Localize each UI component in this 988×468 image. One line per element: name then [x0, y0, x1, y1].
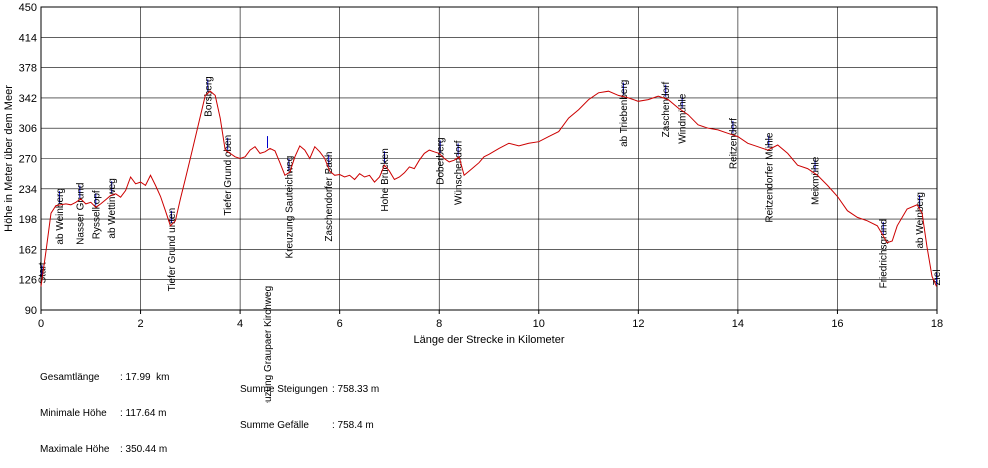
waypoint-label: ab Weinberg: [915, 192, 926, 249]
stats-summary-left: Gesamtlänge : 17.99 km Minimale Höhe : 117…: [40, 348, 240, 468]
stat-label: Summe Gefälle: [240, 420, 309, 431]
waypoint-label: Zaschendorf: [661, 82, 672, 138]
waypoint-label: Reitzendorf: [728, 118, 739, 169]
waypoint-label: Zaschendorfer Bach: [324, 152, 335, 242]
y-tick-label: 342: [19, 93, 37, 105]
y-tick-label: 450: [19, 2, 37, 14]
waypoint-label: Meixmühle: [811, 156, 822, 205]
waypoint-label: Friedrichsgrund: [879, 219, 890, 288]
x-axis-label: Länge der Strecke in Kilometer: [413, 334, 564, 346]
elevation-profile-chart: 90 126 162 198 234 270 306 342 378 414 450 0 2 4 6 8 10…: [3, 2, 943, 403]
x-tick-label: 2: [137, 318, 143, 330]
stat-total-ascent: Summe Steigungen : 758.33 m: [240, 384, 460, 396]
stat-max-height: Maximale Höhe : 350.44 m: [40, 444, 240, 456]
x-tick-label: 12: [632, 318, 644, 330]
x-tick-label: 6: [337, 318, 343, 330]
y-axis-label: Höhe in Meter über dem Meer: [3, 85, 15, 232]
waypoint-label: Reitzendorfer Mühle: [764, 132, 775, 222]
waypoint-label: Ziel: [932, 269, 943, 285]
y-tick-label: 198: [19, 214, 37, 226]
stat-label: Summe Steigungen: [240, 384, 328, 395]
y-tick-label: 90: [25, 305, 37, 317]
x-tick-label: 18: [931, 318, 943, 330]
stats-summary-right: Summe Steigungen : 758.33 m Summe Gefälle…: [240, 360, 460, 444]
waypoint-label: ab Wettinweg: [107, 178, 118, 238]
waypoint-label: Hohe Brücken: [380, 148, 391, 211]
waypoint-label: Windmühle: [678, 93, 689, 143]
waypoint-label: Wünschendorf: [454, 140, 465, 205]
stat-total-length: Gesamtlänge : 17.99 km: [40, 372, 240, 384]
y-tick-label: 378: [19, 63, 37, 75]
y-tick-label: 126: [19, 275, 37, 287]
waypoint-label: ab Triebenberg: [619, 80, 630, 147]
x-tick-label: 10: [533, 318, 545, 330]
plot-frame: [40, 6, 938, 311]
y-tick-label: 270: [19, 154, 37, 166]
waypoint-label: Borsberg: [203, 76, 214, 117]
stat-value: : 350.44 m: [120, 444, 168, 455]
stat-value: : 758.33 m: [332, 384, 380, 395]
stat-label: Gesamtlänge: [40, 372, 100, 383]
waypoint-label: ab Weinberg: [55, 188, 66, 245]
waypoint-label: Nasser Grund: [75, 183, 86, 245]
waypoint-label: Kreuzung Graupaer Kirchweg: [263, 286, 274, 403]
waypoint-label: Doberberg: [436, 137, 447, 184]
waypoint-label: Tiefer Grund oben: [223, 135, 234, 216]
y-tick-label: 414: [19, 32, 37, 44]
stat-min-height: Minimale Höhe : 117.64 m: [40, 408, 240, 420]
y-tick-label: 162: [19, 244, 37, 256]
y-axis-ticks: 90 126 162 198 234 270 306 342 378 414 450: [19, 2, 37, 317]
stat-value: : 758.4 m: [332, 420, 374, 431]
x-tick-label: 14: [732, 318, 744, 330]
waypoint-label: Rysselkopf: [91, 190, 102, 239]
waypoint-label: Kreuzung Sauteichweg: [284, 156, 295, 259]
stat-total-descent: Summe Gefälle : 758.4 m: [240, 420, 460, 432]
x-axis-ticks: 0 2 4 6 8 10 12 14 16 18: [38, 310, 943, 330]
stat-value: : 17.99 km: [120, 372, 170, 383]
stat-value: : 117.64 m: [120, 408, 167, 419]
x-tick-label: 8: [436, 318, 442, 330]
x-tick-label: 16: [831, 318, 843, 330]
x-tick-label: 0: [38, 318, 44, 330]
waypoint-label: Tiefer Grund unten: [167, 208, 178, 292]
y-tick-label: 306: [19, 123, 37, 135]
stat-label: Maximale Höhe: [40, 444, 110, 455]
x-tick-label: 4: [237, 318, 243, 330]
stat-label: Minimale Höhe: [40, 408, 107, 419]
y-tick-label: 234: [19, 184, 37, 196]
elevation-line: [40, 90, 937, 287]
